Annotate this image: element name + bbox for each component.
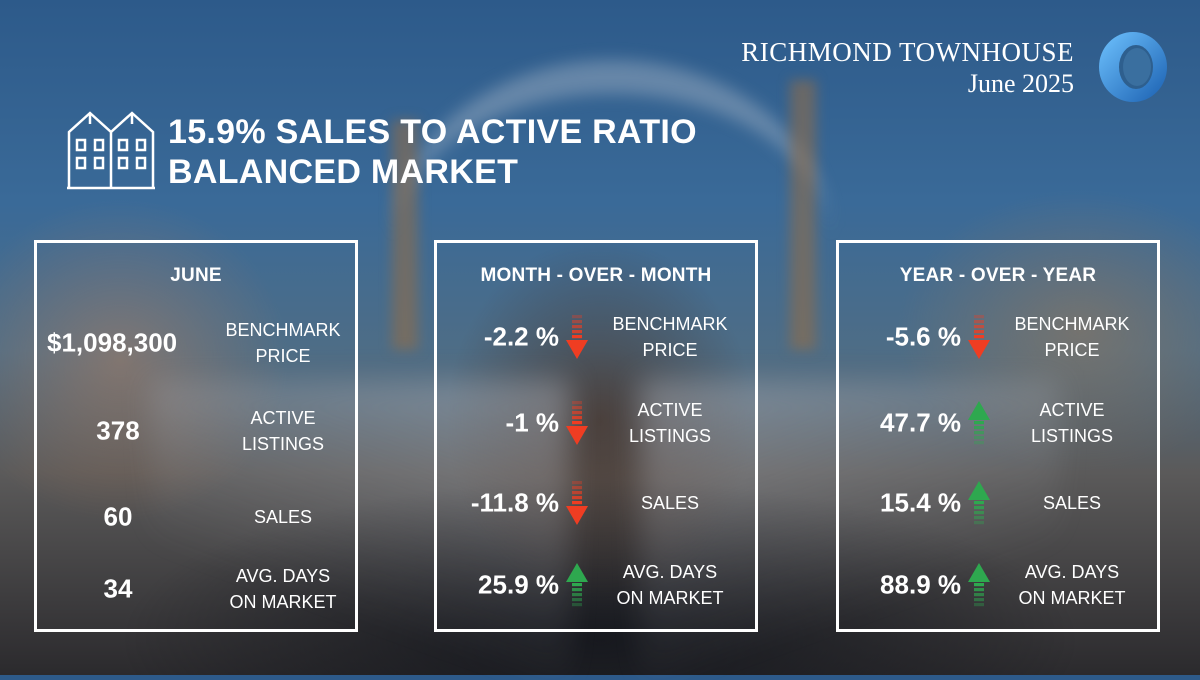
arrow-up-icon bbox=[566, 563, 588, 607]
arrow-down-icon bbox=[566, 315, 588, 359]
background-post bbox=[790, 80, 816, 350]
stat-value: 378 bbox=[96, 415, 140, 446]
stat-row-avg-days-on-market: 34 AVG. DAYS ON MARKET bbox=[37, 559, 355, 619]
stat-row-benchmark-price: $1,098,300 BENCHMARK PRICE bbox=[37, 313, 355, 373]
background-post bbox=[392, 120, 418, 350]
stat-row-benchmark-price: -2.2 % BENCHMARK PRICE bbox=[437, 307, 755, 367]
brand-block: RICHMOND TOWNHOUSE June 2025 bbox=[741, 36, 1074, 100]
stat-value: 47.7 % bbox=[880, 407, 961, 438]
year-over-year-panel: YEAR - OVER - YEAR -5.6 % BENCHMARK PRICE… bbox=[836, 240, 1160, 632]
stat-row-avg-days-on-market: 88.9 % AVG. DAYS ON MARKET bbox=[839, 555, 1157, 615]
stat-label: BENCHMARK PRICE bbox=[1014, 314, 1130, 360]
stat-value: 15.4 % bbox=[880, 487, 961, 518]
stat-value: -11.8 % bbox=[470, 487, 559, 518]
stat-value: 25.9 % bbox=[478, 569, 559, 600]
stat-label: BENCHMARK PRICE bbox=[225, 320, 341, 366]
stat-label: SALES bbox=[1042, 493, 1102, 513]
stat-row-active-listings: 378 ACTIVE LISTINGS bbox=[37, 401, 355, 461]
stat-label: ACTIVE LISTINGS bbox=[241, 408, 325, 454]
headline-market-status: BALANCED MARKET bbox=[168, 153, 519, 191]
stat-value: $1,098,300 bbox=[47, 327, 178, 358]
townhouse-icon bbox=[67, 111, 155, 190]
stat-row-benchmark-price: -5.6 % BENCHMARK PRICE bbox=[839, 307, 1157, 367]
arrow-down-icon bbox=[566, 481, 588, 525]
stat-label: SALES bbox=[253, 507, 313, 527]
stat-label: ACTIVE LISTINGS bbox=[628, 400, 712, 446]
stat-value: -1 % bbox=[505, 407, 559, 438]
stat-row-sales: -11.8 % SALES bbox=[437, 473, 755, 533]
arrow-down-icon bbox=[968, 315, 990, 359]
month-over-month-panel: MONTH - OVER - MONTH -2.2 % BENCHMARK PRI… bbox=[434, 240, 758, 632]
brand-title: RICHMOND TOWNHOUSE bbox=[741, 37, 1074, 67]
stat-label: AVG. DAYS ON MARKET bbox=[229, 566, 337, 612]
headline: 15.9% SALES TO ACTIVE RATIO BALANCED MAR… bbox=[168, 112, 697, 192]
ring-logo-icon bbox=[1099, 32, 1167, 102]
stat-value: -5.6 % bbox=[885, 321, 961, 352]
stat-row-sales: 60 SALES bbox=[37, 487, 355, 547]
stat-label: ACTIVE LISTINGS bbox=[1030, 400, 1114, 446]
headline-ratio: 15.9% SALES TO ACTIVE RATIO bbox=[168, 113, 697, 151]
panel-title: MONTH - OVER - MONTH bbox=[480, 265, 712, 286]
panel-title: JUNE bbox=[170, 265, 222, 286]
brand-date: June 2025 bbox=[967, 69, 1074, 98]
stat-row-active-listings: 47.7 % ACTIVE LISTINGS bbox=[839, 393, 1157, 453]
stat-row-active-listings: -1 % ACTIVE LISTINGS bbox=[437, 393, 755, 453]
stat-value: 34 bbox=[103, 573, 133, 604]
arrow-down-icon bbox=[566, 401, 588, 445]
june-panel: JUNE $1,098,300 BENCHMARK PRICE 378 ACTIV… bbox=[34, 240, 358, 632]
arrow-up-icon bbox=[968, 563, 990, 607]
arrow-up-icon bbox=[968, 481, 990, 525]
stat-row-sales: 15.4 % SALES bbox=[839, 473, 1157, 533]
stat-label: BENCHMARK PRICE bbox=[612, 314, 728, 360]
stat-label: AVG. DAYS ON MARKET bbox=[616, 562, 724, 608]
stat-label: SALES bbox=[640, 493, 700, 513]
stat-row-avg-days-on-market: 25.9 % AVG. DAYS ON MARKET bbox=[437, 555, 755, 615]
arrow-up-icon bbox=[968, 401, 990, 445]
stat-value: 60 bbox=[103, 501, 133, 532]
stat-value: -2.2 % bbox=[483, 321, 559, 352]
stat-value: 88.9 % bbox=[880, 569, 961, 600]
panel-title: YEAR - OVER - YEAR bbox=[899, 265, 1097, 286]
stat-label: AVG. DAYS ON MARKET bbox=[1018, 562, 1126, 608]
